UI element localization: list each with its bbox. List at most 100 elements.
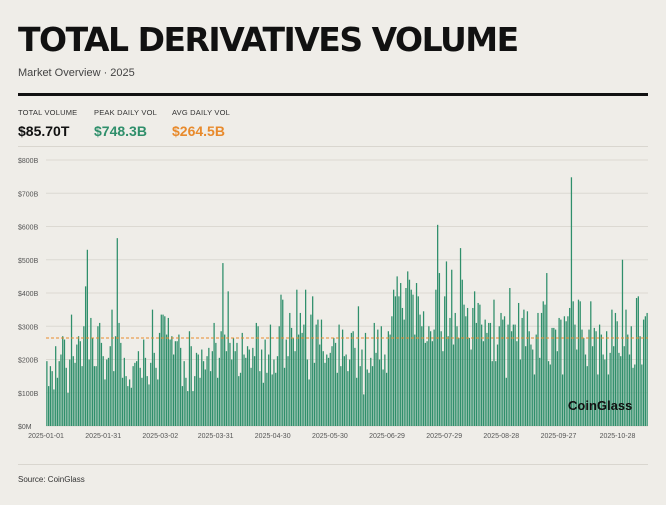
volume-bar xyxy=(428,326,430,426)
volume-bar xyxy=(431,341,434,426)
volume-bar xyxy=(489,322,492,426)
volume-bar xyxy=(593,327,595,426)
volume-bar xyxy=(227,291,229,426)
volume-bar xyxy=(155,367,157,426)
volume-bar xyxy=(606,331,608,426)
volume-bar xyxy=(391,316,393,426)
volume-bar xyxy=(303,324,305,426)
volume-bar xyxy=(370,357,372,426)
volume-bar xyxy=(165,334,168,426)
volume-bar xyxy=(547,361,550,426)
volume-bar xyxy=(181,386,184,426)
volume-bar xyxy=(331,346,333,426)
volume-bar xyxy=(232,337,235,426)
volume-bar xyxy=(289,312,291,426)
volume-bar xyxy=(199,377,201,426)
volume-bar xyxy=(591,346,594,426)
volume-bar xyxy=(521,317,523,426)
volume-bar xyxy=(466,307,469,426)
volume-bar xyxy=(468,337,470,426)
volume-bar xyxy=(540,312,543,426)
volume-bar xyxy=(290,327,293,426)
volume-bar xyxy=(125,376,127,427)
volume-bar xyxy=(479,304,481,426)
volume-bar xyxy=(389,334,391,426)
volume-bar xyxy=(449,317,451,426)
volume-bar xyxy=(296,289,298,426)
volume-bar xyxy=(493,299,495,426)
x-axis: 2025-01-01 2025-01-31 2025-03-02 2025-03-31… xyxy=(28,433,635,440)
volume-bar xyxy=(120,342,122,427)
volume-bar xyxy=(377,329,379,426)
volume-bar xyxy=(561,374,564,426)
volume-bar xyxy=(472,307,474,426)
volume-bar xyxy=(532,349,534,426)
volume-bar xyxy=(435,289,437,426)
volume-bar xyxy=(426,341,428,426)
volume-bar xyxy=(384,354,386,426)
volume-bar xyxy=(334,342,337,427)
volume-bar xyxy=(623,346,625,426)
volume-bar xyxy=(459,248,462,426)
volume-bar xyxy=(104,379,106,426)
volume-bar xyxy=(260,349,263,426)
volume-bar xyxy=(93,366,96,426)
x-tick-label: 2025-03-31 xyxy=(198,433,234,440)
volume-bar xyxy=(322,351,324,426)
volume-bar xyxy=(551,327,553,426)
volume-bar xyxy=(570,177,573,426)
volume-bar xyxy=(169,339,171,426)
y-tick-label: $700B xyxy=(18,191,39,198)
volume-bar xyxy=(507,324,509,426)
volume-bar xyxy=(401,307,404,426)
volume-bar xyxy=(632,367,634,426)
volume-bar xyxy=(164,316,166,426)
stat-peak-daily-vol-value: $748.3B xyxy=(94,123,147,139)
volume-bar xyxy=(510,331,513,426)
volume-bar xyxy=(530,344,532,426)
volume-bar xyxy=(160,314,162,426)
volume-bar xyxy=(452,344,455,426)
volume-bar xyxy=(445,261,448,426)
volume-bar xyxy=(76,344,78,426)
volume-bar xyxy=(65,367,67,426)
volume-bar xyxy=(162,314,164,426)
volume-bar xyxy=(146,376,148,427)
volume-bar xyxy=(222,263,224,426)
volume-bar xyxy=(180,347,182,426)
volume-bar xyxy=(255,322,257,426)
volume-bar xyxy=(438,273,441,426)
volume-bar xyxy=(597,374,599,426)
volume-bar xyxy=(315,324,317,426)
volume-bar xyxy=(276,356,279,426)
volume-bar xyxy=(407,271,409,426)
volume-bar xyxy=(206,356,208,426)
volume-bar xyxy=(419,314,421,426)
volume-bar xyxy=(461,279,463,426)
stat-total-volume-label: TOTAL VOLUME xyxy=(18,108,78,117)
volume-bar xyxy=(607,374,610,426)
volume-bar xyxy=(171,336,173,426)
volume-bar xyxy=(639,336,641,426)
volume-bar xyxy=(354,347,356,426)
volume-bar xyxy=(523,309,525,427)
volume-bar xyxy=(137,351,140,426)
stat-avg-daily-vol-label: AVG DAILY VOL xyxy=(172,108,231,117)
volume-bar xyxy=(542,301,544,426)
volume-bar xyxy=(63,339,66,426)
volume-bar xyxy=(539,357,541,426)
volume-bar xyxy=(621,259,624,426)
volume-bar xyxy=(282,299,284,426)
volume-bar xyxy=(642,319,645,426)
volume-bar xyxy=(514,324,516,426)
volume-bar xyxy=(517,302,520,426)
x-tick-label: 2025-01-01 xyxy=(28,433,64,440)
volume-bar xyxy=(308,379,310,426)
volume-bar xyxy=(382,369,384,426)
volume-bar xyxy=(528,331,530,426)
volume-bar xyxy=(306,359,309,426)
volume-bar xyxy=(577,299,580,426)
volume-bar xyxy=(484,319,486,426)
volume-bar xyxy=(271,374,273,426)
volume-bar xyxy=(405,288,407,426)
